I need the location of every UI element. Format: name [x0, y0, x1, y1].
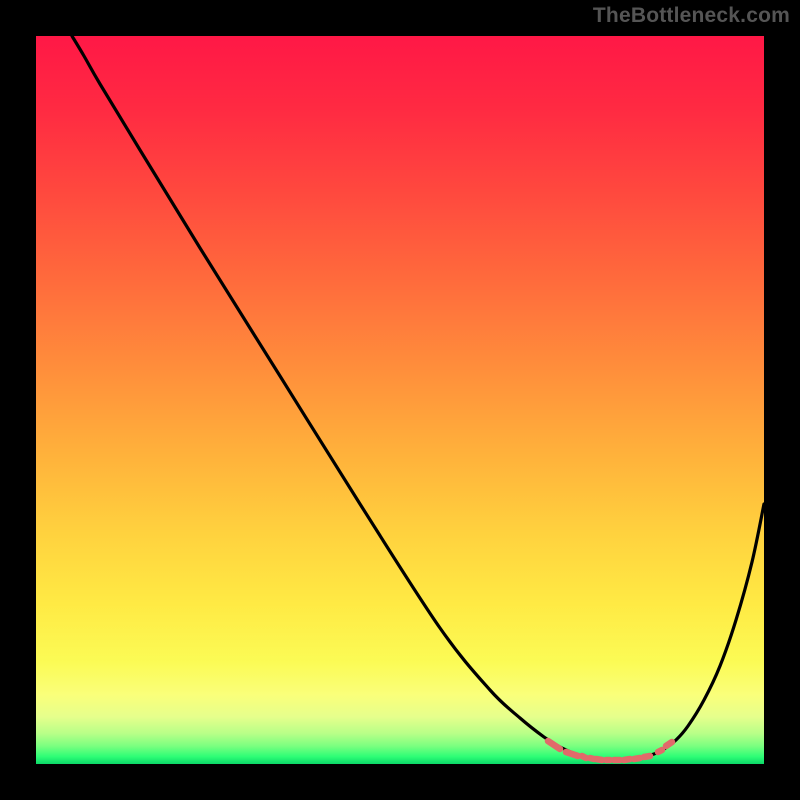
valley-marker: [566, 752, 578, 756]
chart-stage: TheBottleneck.com: [0, 0, 800, 800]
plot-background: [36, 36, 764, 764]
valley-marker: [582, 756, 586, 758]
valley-marker: [644, 756, 650, 757]
watermark-text: TheBottleneck.com: [593, 4, 790, 28]
valley-marker: [666, 742, 672, 746]
bottleneck-chart-svg: [0, 0, 800, 800]
valley-marker: [596, 759, 602, 760]
valley-marker: [658, 750, 662, 752]
valley-marker: [624, 759, 630, 760]
valley-marker: [634, 758, 640, 759]
